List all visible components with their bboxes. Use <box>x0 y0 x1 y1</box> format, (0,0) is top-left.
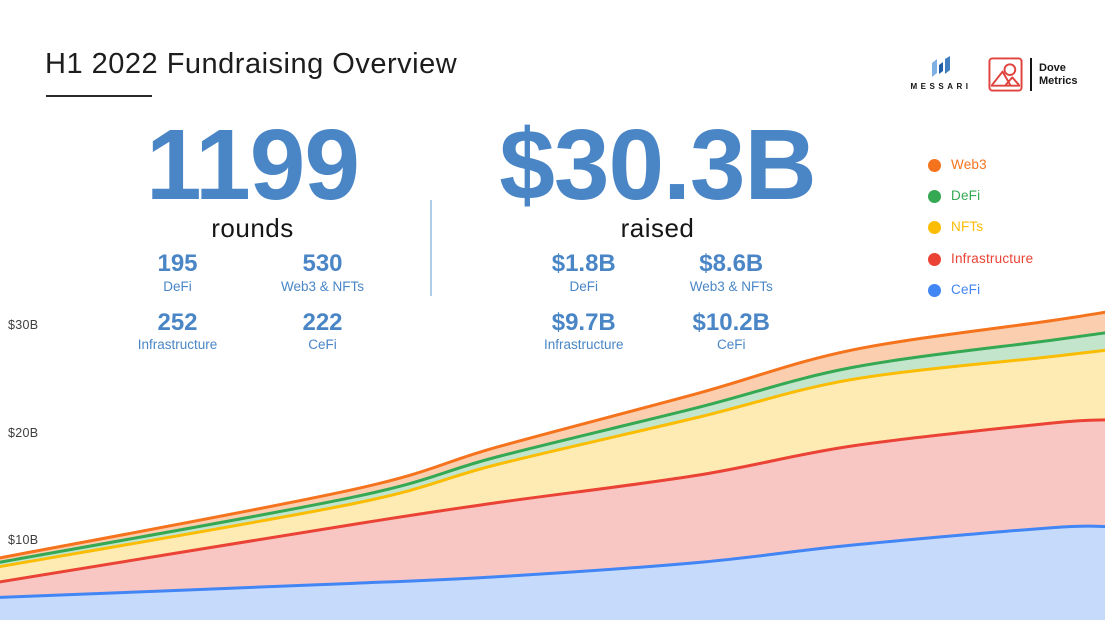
page-title: H1 2022 Fundraising Overview <box>45 48 458 80</box>
legend-item-infrastructure: Infrastructure <box>928 251 1044 266</box>
dove-metrics-icon <box>988 57 1023 92</box>
dove-metrics-wordmark: Dove Metrics <box>1039 61 1078 87</box>
legend-item-cefi: CeFi <box>928 282 1044 297</box>
legend-item-web3: Web3 <box>928 157 1044 172</box>
stat-raised-cefi: $10.2B CeFi <box>692 308 770 353</box>
legend-item-defi: DeFi <box>928 188 1044 204</box>
total-raised-value: $30.3B <box>499 109 816 221</box>
raised-breakdown: $1.8B DeFi $8.6B Web3 & NFTs $9.7B Infra… <box>510 250 805 352</box>
stat-rounds-infrastructure: 252 Infrastructure <box>137 308 218 353</box>
stat-raised-infrastructure: $9.7B Infrastructure <box>543 308 624 353</box>
total-raised-caption: raised <box>620 213 695 243</box>
legend-item-nfts: NFTs <box>928 220 1044 235</box>
dove-metrics-logo: Dove Metrics <box>988 57 1078 92</box>
y-axis-tick-label: $20B <box>8 425 39 440</box>
rounds-breakdown: 195 DeFi 530 Web3 & NFTs 252 Infrastruct… <box>105 250 395 352</box>
messari-wordmark: MESSARI <box>910 82 972 91</box>
y-axis-tick-label: $30B <box>8 318 39 332</box>
infrastructure-dot-icon <box>928 252 941 266</box>
web3-dot-icon <box>928 159 941 172</box>
line-nfts <box>0 348 1105 569</box>
area-cefi <box>0 526 1105 620</box>
stat-raised-defi: $1.8B DeFi <box>551 250 616 294</box>
stat-rounds-web3-nfts: 530 Web3 & NFTs <box>280 250 365 294</box>
dove-logo-divider <box>1030 58 1032 91</box>
nfts-dot-icon <box>928 221 941 235</box>
stats-divider <box>430 200 432 296</box>
defi-dot-icon <box>928 190 941 204</box>
messari-logo: MESSARI <box>903 56 979 91</box>
total-rounds-value: 1199 <box>146 109 360 221</box>
stat-rounds-defi: 195 DeFi <box>157 250 198 294</box>
line-defi <box>0 331 1105 564</box>
line-infrastructure <box>0 418 1105 584</box>
total-rounds-caption: rounds <box>211 213 294 243</box>
chart-legend: Web3 DeFi NFTs Infrastructure CeFi <box>928 157 1044 314</box>
y-axis-tick-label: $10B <box>8 533 39 547</box>
messari-icon <box>932 56 950 77</box>
line-cefi <box>0 524 1105 599</box>
cefi-dot-icon <box>928 283 941 297</box>
stat-raised-web3-nfts: $8.6B Web3 & NFTs <box>689 250 773 294</box>
stat-rounds-cefi: 222 CeFi <box>302 308 343 353</box>
line-web3 <box>0 310 1105 560</box>
title-underline <box>46 95 152 97</box>
